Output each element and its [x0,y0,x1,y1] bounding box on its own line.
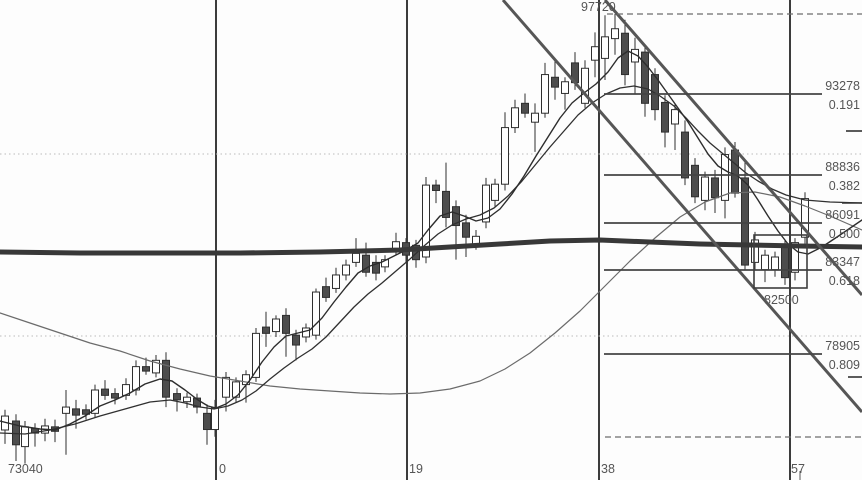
fib-ratio-label: 0.500 [828,227,860,241]
candle-bullish [541,74,549,114]
candle-bearish [412,244,420,261]
candle-bearish [711,177,719,199]
candle-bearish [521,102,529,114]
peak-price-label: 97720 [581,0,616,14]
candle-bearish [82,409,90,415]
candle-bearish [731,149,739,194]
candle-bearish [111,393,119,399]
downtrend-line [603,0,862,296]
x-axis-label: 19 [409,462,423,476]
candle-bearish [142,366,150,372]
candle-bearish [452,206,460,227]
candle-bearish [292,334,300,346]
candle-bullish [332,274,340,289]
candle-bearish [551,76,559,88]
candle-bullish [482,184,490,223]
candle-bullish [132,366,140,391]
moving-average-fast [0,50,862,431]
price-box [753,234,808,289]
candle-bullish [91,389,99,414]
candle-bullish [183,396,191,403]
fib-price-label: 88836 [825,160,860,174]
candle-bearish [462,222,470,238]
candle-bullish [761,254,769,271]
candle-bullish [671,109,679,125]
candle-bullish [511,107,519,129]
candle-bullish [352,252,360,263]
candle-bearish [442,190,450,218]
candle-bullish [501,127,509,185]
candle-bullish [491,183,499,201]
x-axis-label: 0 [219,462,226,476]
fib-ratio-label: 0.382 [828,179,860,193]
fib-price-label: 78905 [825,339,860,353]
moving-average-medium [0,85,862,435]
downtrend-line [501,0,862,413]
candle-bearish [101,388,109,396]
candle-bullish [312,291,320,336]
x-axis-label: 38 [601,462,615,476]
candle-bearish [362,254,370,273]
fib-price-label: 86091 [825,208,860,222]
candle-bearish [282,314,290,334]
fib-ratio-label: 0.809 [828,358,860,372]
candle-bullish [561,81,569,94]
candle-bearish [651,74,659,111]
candle-bullish [531,112,539,123]
candle-bullish [381,259,389,268]
candle-bullish [272,318,280,333]
x-axis-label: 73040 [8,462,43,476]
candle-bullish [701,176,709,201]
fib-price-label: 93278 [825,79,860,93]
candle-bullish [791,242,799,273]
fib-ratio-label: 0.191 [828,98,860,112]
candle-bearish [432,184,440,191]
x-axis-label: 57 [791,462,805,476]
candle-bullish [302,327,310,338]
candle-bullish [801,198,809,238]
candle-bullish [21,426,29,448]
candle-bullish [591,46,599,61]
candle-bullish [751,239,759,263]
candle-bullish [721,154,729,201]
candle-bullish [222,376,230,398]
candle-bearish [781,244,789,279]
candle-bullish [211,407,219,431]
candle-bullish [601,36,609,59]
candle-bullish [342,264,350,276]
fib-price-label: 83347 [825,255,860,269]
moving-average-slow [0,191,862,395]
candle-bearish [681,131,689,179]
candle-bullish [62,406,70,414]
candle-bearish [322,286,330,298]
candle-bearish [193,397,201,408]
moving-average-thick [0,237,862,256]
candle-bearish [372,261,380,274]
candle-bullish [581,67,589,104]
candle-bullish [611,28,619,40]
candle-bearish [262,326,270,334]
candle-bearish [641,51,649,104]
candle-bullish [252,332,260,378]
candle-bearish [72,408,80,416]
candle-bearish [691,164,699,198]
box-price-label: 82500 [764,293,799,307]
fib-ratio-label: 0.618 [828,274,860,288]
candle-bullish [242,374,250,386]
candle-bearish [173,393,181,401]
candle-bearish [203,412,211,431]
candle-bullish [152,359,160,374]
candle-bullish [771,256,779,271]
candle-bearish [661,101,669,133]
candle-bullish [422,184,430,258]
candle-bearish [741,177,749,266]
